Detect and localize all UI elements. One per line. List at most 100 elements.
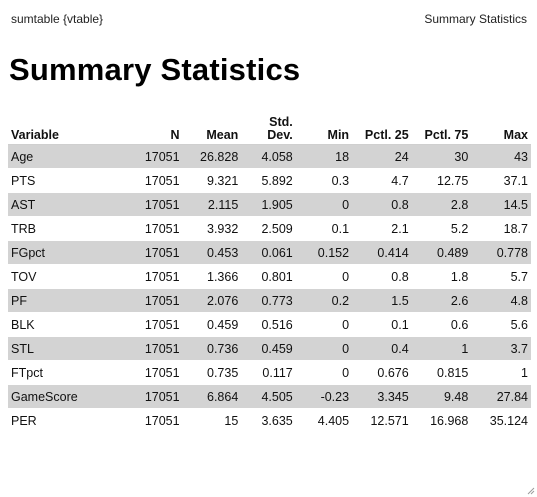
cell-std-dev: 0.117	[241, 360, 296, 385]
cell-variable: FGpct	[8, 240, 130, 265]
cell-mean: 26.828	[182, 144, 242, 169]
table-row: FTpct 17051 0.735 0.117 0 0.676 0.815 1	[8, 360, 531, 385]
cell-min: -0.23	[295, 384, 353, 409]
cell-pctl-75: 9.48	[411, 384, 472, 409]
cell-std-dev: 0.061	[241, 240, 296, 265]
cell-pctl-75: 0.815	[411, 360, 472, 385]
table-row: FGpct 17051 0.453 0.061 0.152 0.414 0.48…	[8, 240, 531, 265]
table-row: Age 17051 26.828 4.058 18 24 30 43	[8, 144, 531, 169]
cell-std-dev: 3.635	[241, 408, 296, 433]
column-header-mean: Mean	[182, 110, 242, 145]
cell-pctl-25: 0.676	[352, 360, 412, 385]
cell-pctl-25: 0.4	[352, 336, 412, 361]
page-header: sumtable {vtable} Summary Statistics	[0, 0, 537, 34]
cell-min: 0	[295, 312, 353, 337]
cell-pctl-75: 2.6	[411, 288, 472, 313]
table-row: TOV 17051 1.366 0.801 0 0.8 1.8 5.7	[8, 264, 531, 289]
cell-variable: PER	[8, 408, 130, 433]
cell-max: 14.5	[471, 192, 531, 217]
cell-std-dev: 0.459	[241, 336, 296, 361]
header-title: Summary Statistics	[424, 12, 527, 26]
cell-std-dev: 1.905	[241, 192, 296, 217]
cell-variable: Age	[8, 144, 130, 169]
cell-pctl-75: 2.8	[411, 192, 472, 217]
table-header-row: Variable N Mean Std. Dev. Min Pctl. 25 P…	[8, 110, 531, 145]
cell-pctl-75: 0.6	[411, 312, 472, 337]
cell-max: 18.7	[471, 216, 531, 241]
cell-std-dev: 0.773	[241, 288, 296, 313]
cell-n: 17051	[129, 144, 183, 169]
cell-min: 18	[295, 144, 353, 169]
cell-variable: BLK	[8, 312, 130, 337]
cell-variable: GameScore	[8, 384, 130, 409]
cell-std-dev: 5.892	[241, 168, 296, 193]
cell-pctl-25: 4.7	[352, 168, 412, 193]
table-row: TRB 17051 3.932 2.509 0.1 2.1 5.2 18.7	[8, 216, 531, 241]
table-body: Age 17051 26.828 4.058 18 24 30 43 PTS 1…	[8, 144, 531, 433]
column-header-min: Min	[295, 110, 353, 145]
cell-mean: 0.735	[182, 360, 242, 385]
table-row: AST 17051 2.115 1.905 0 0.8 2.8 14.5	[8, 192, 531, 217]
table-row: BLK 17051 0.459 0.516 0 0.1 0.6 5.6	[8, 312, 531, 337]
cell-pctl-25: 12.571	[352, 408, 412, 433]
cell-variable: TOV	[8, 264, 130, 289]
cell-variable: PF	[8, 288, 130, 313]
cell-min: 0	[295, 192, 353, 217]
cell-mean: 2.076	[182, 288, 242, 313]
cell-std-dev: 0.516	[241, 312, 296, 337]
cell-n: 17051	[129, 264, 183, 289]
cell-variable: AST	[8, 192, 130, 217]
cell-min: 0.2	[295, 288, 353, 313]
cell-pctl-75: 1	[411, 336, 472, 361]
cell-std-dev: 2.509	[241, 216, 296, 241]
cell-mean: 1.366	[182, 264, 242, 289]
cell-min: 0.3	[295, 168, 353, 193]
page-title: Summary Statistics	[9, 52, 301, 87]
cell-variable: TRB	[8, 216, 130, 241]
cell-pctl-25: 2.1	[352, 216, 412, 241]
column-header-max: Max	[471, 110, 531, 145]
table-row: PF 17051 2.076 0.773 0.2 1.5 2.6 4.8	[8, 288, 531, 313]
cell-mean: 0.736	[182, 336, 242, 361]
column-header-pctl-75: Pctl. 75	[411, 110, 472, 145]
column-header-pctl-25: Pctl. 25	[352, 110, 412, 145]
cell-pctl-25: 1.5	[352, 288, 412, 313]
cell-std-dev: 4.505	[241, 384, 296, 409]
cell-min: 0.152	[295, 240, 353, 265]
cell-variable: STL	[8, 336, 130, 361]
cell-n: 17051	[129, 336, 183, 361]
cell-max: 27.84	[471, 384, 531, 409]
cell-mean: 6.864	[182, 384, 242, 409]
cell-min: 0	[295, 264, 353, 289]
cell-n: 17051	[129, 408, 183, 433]
cell-n: 17051	[129, 192, 183, 217]
table-row: STL 17051 0.736 0.459 0 0.4 1 3.7	[8, 336, 531, 361]
cell-pctl-25: 3.345	[352, 384, 412, 409]
cell-pctl-75: 16.968	[411, 408, 472, 433]
cell-max: 1	[471, 360, 531, 385]
cell-n: 17051	[129, 312, 183, 337]
cell-max: 4.8	[471, 288, 531, 313]
cell-mean: 3.932	[182, 216, 242, 241]
cell-n: 17051	[129, 216, 183, 241]
cell-pctl-75: 0.489	[411, 240, 472, 265]
cell-std-dev: 4.058	[241, 144, 296, 169]
resize-grip-icon[interactable]	[527, 487, 535, 495]
cell-max: 3.7	[471, 336, 531, 361]
cell-pctl-75: 12.75	[411, 168, 472, 193]
cell-n: 17051	[129, 384, 183, 409]
cell-std-dev: 0.801	[241, 264, 296, 289]
cell-max: 43	[471, 144, 531, 169]
cell-variable: FTpct	[8, 360, 130, 385]
cell-max: 5.6	[471, 312, 531, 337]
table-row: PER 17051 15 3.635 4.405 12.571 16.968 3…	[8, 408, 531, 433]
cell-mean: 0.453	[182, 240, 242, 265]
table-row: GameScore 17051 6.864 4.505 -0.23 3.345 …	[8, 384, 531, 409]
cell-max: 0.778	[471, 240, 531, 265]
cell-min: 0.1	[295, 216, 353, 241]
column-header-std-dev: Std. Dev.	[241, 110, 296, 145]
cell-variable: PTS	[8, 168, 130, 193]
cell-pctl-25: 0.8	[352, 192, 412, 217]
cell-n: 17051	[129, 168, 183, 193]
cell-pctl-25: 0.414	[352, 240, 412, 265]
